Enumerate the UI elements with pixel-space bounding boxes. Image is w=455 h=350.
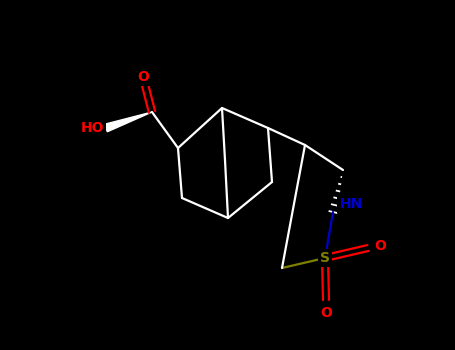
Polygon shape xyxy=(105,112,152,132)
Text: O: O xyxy=(374,239,386,253)
Text: HO: HO xyxy=(81,121,104,135)
Text: HN: HN xyxy=(339,197,363,211)
Text: O: O xyxy=(137,70,149,84)
Text: O: O xyxy=(320,306,332,320)
Text: S: S xyxy=(320,251,330,265)
